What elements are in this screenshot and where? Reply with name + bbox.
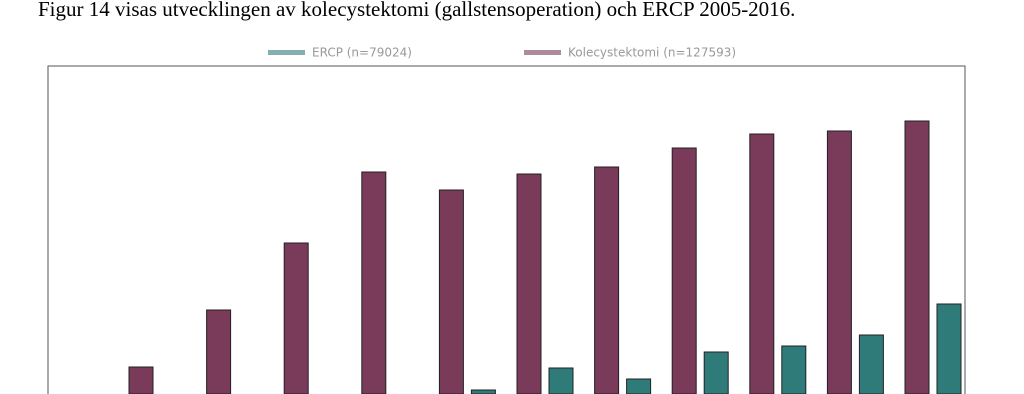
- bar: [749, 133, 775, 394]
- bar: [438, 189, 464, 394]
- bar: [128, 366, 154, 394]
- bar: [470, 389, 496, 394]
- bar: [548, 367, 574, 394]
- bar: [594, 166, 620, 394]
- legend-swatch: [524, 50, 561, 55]
- bar: [671, 147, 697, 394]
- bar: [516, 173, 542, 394]
- bar: [361, 171, 387, 394]
- bar: [206, 309, 232, 394]
- bar: [703, 351, 729, 394]
- bar: [936, 303, 962, 394]
- bar: [283, 242, 309, 394]
- bar: [826, 130, 852, 394]
- plot-frame: [47, 65, 966, 394]
- legend-swatch: [268, 50, 305, 55]
- bar: [626, 378, 652, 394]
- chart-title: Figur 14 visas utvecklingen av kolecyste…: [38, 0, 795, 21]
- legend-label: ERCP (n=79024): [312, 46, 412, 60]
- legend-label: Kolecystektomi (n=127593): [568, 46, 736, 60]
- bar: [904, 120, 930, 394]
- bar: [858, 334, 884, 394]
- bar: [781, 345, 807, 394]
